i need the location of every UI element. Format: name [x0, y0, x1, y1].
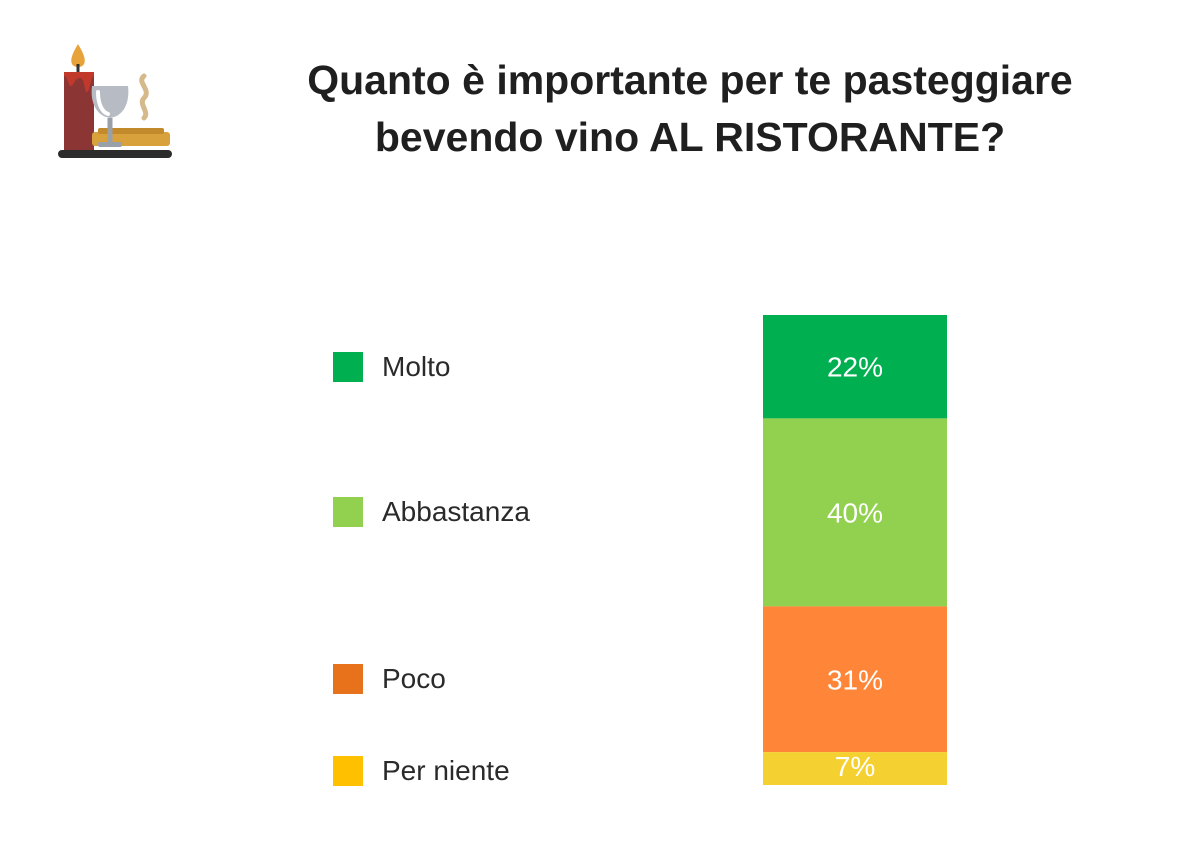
- legend-label-abbastanza: Abbastanza: [382, 496, 530, 528]
- legend-swatch-molto: [333, 351, 363, 382]
- data-label-abbastanza: 40%: [827, 497, 883, 528]
- chart-title-line-1: Quanto è importante per te pasteggiare: [307, 57, 1073, 103]
- bar-segment-abbastanza: [763, 418, 947, 607]
- data-label-molto: 22%: [827, 352, 883, 383]
- legend-swatch-poco: [333, 664, 363, 695]
- legend-item-poco: Poco: [333, 663, 446, 695]
- legend-label-molto: Molto: [382, 350, 451, 382]
- chart-title: Quanto è importante per te pasteggiare b…: [230, 52, 1150, 166]
- legend-swatch-abbastanza: [333, 497, 363, 528]
- legend-swatch-per-niente: [333, 755, 363, 786]
- bar-segment-per-niente: [763, 752, 947, 785]
- data-label-per-niente: 7%: [835, 751, 875, 782]
- bar-segment-molto: [763, 315, 947, 419]
- bar-segment-poco: [763, 606, 947, 753]
- chart-title-line-2: bevendo vino AL RISTORANTE?: [374, 114, 1006, 160]
- legend-item-per-niente: Per niente: [333, 755, 510, 787]
- legend-item-abbastanza: Abbastanza: [333, 496, 530, 528]
- candle-wineglass-plate-icon: [58, 44, 172, 158]
- legend-item-molto: Molto: [333, 351, 450, 383]
- legend-label-per-niente: Per niente: [382, 754, 510, 786]
- data-label-poco: 31%: [827, 664, 883, 695]
- legend-label-poco: Poco: [382, 663, 446, 695]
